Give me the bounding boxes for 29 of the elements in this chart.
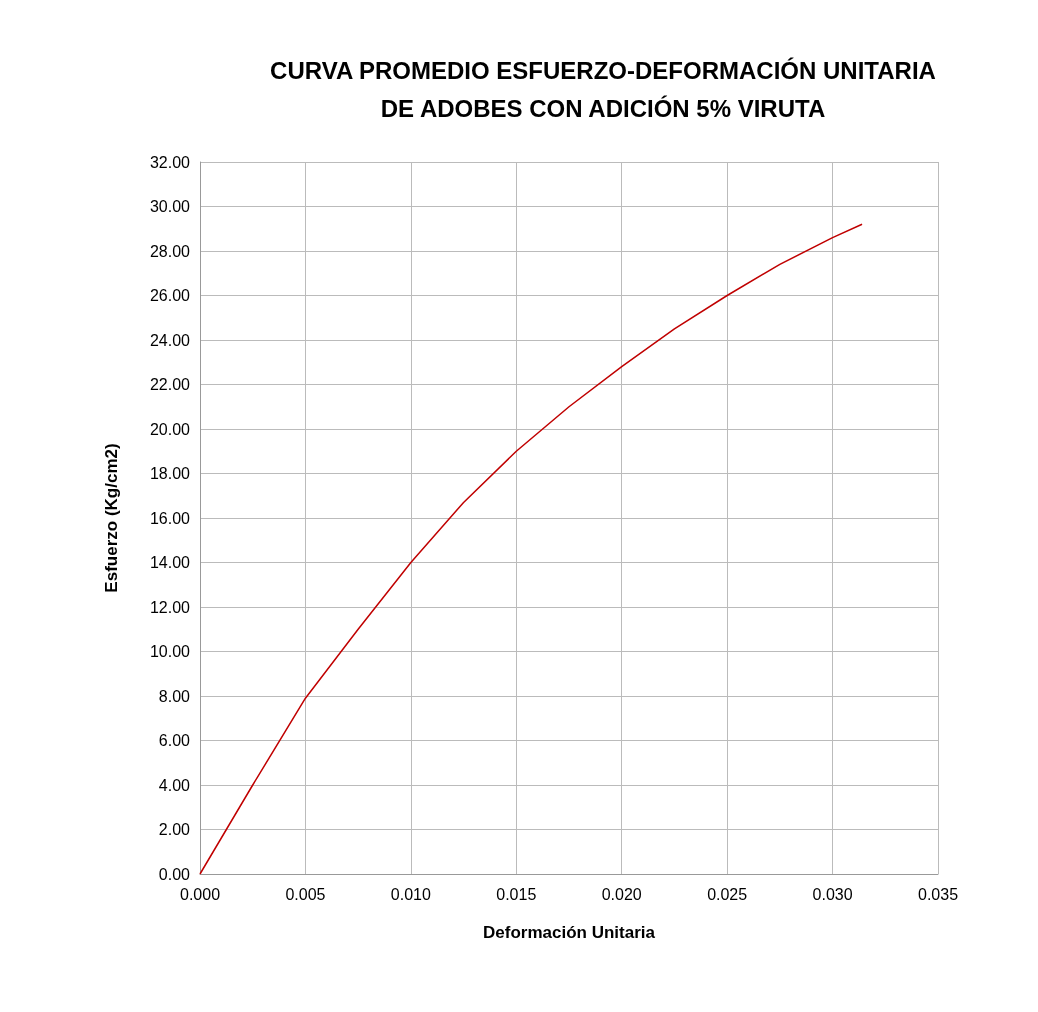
y-tick-label: 32.00 — [149, 153, 191, 171]
y-tick-label: 24.00 — [149, 331, 191, 349]
y-tick-label: 4.00 — [158, 776, 191, 794]
x-axis-title: Deformación Unitaria — [483, 923, 656, 942]
y-tick-label: 22.00 — [149, 376, 191, 393]
x-tick-label: 0.025 — [707, 885, 748, 903]
y-tick-label: 12.00 — [149, 598, 191, 616]
y-tick-label: 0.00 — [158, 865, 191, 883]
y-tick-label: 14.00 — [149, 554, 191, 571]
x-tick-label: 0.010 — [390, 885, 431, 903]
y-tick-label: 8.00 — [158, 687, 191, 705]
y-tick-label: 20.00 — [149, 420, 191, 438]
x-tick-label: 0.000 — [179, 885, 221, 903]
x-tick-label: 0.005 — [285, 885, 326, 903]
y-tick-label: 26.00 — [149, 287, 191, 304]
x-tick-label: 0.035 — [917, 885, 959, 903]
y-axis-title: Esfuerzo (Kg/cm2) — [102, 443, 121, 593]
x-tick-label: 0.030 — [812, 885, 853, 903]
y-tick-label: 18.00 — [149, 465, 191, 482]
y-tick-label: 30.00 — [149, 198, 191, 215]
y-tick-label: 16.00 — [149, 509, 191, 527]
line-series — [199, 223, 863, 875]
y-tick-label: 28.00 — [149, 242, 191, 260]
y-tick-label: 2.00 — [158, 821, 191, 838]
x-tick-label: 0.020 — [601, 885, 642, 903]
y-tick-label: 10.00 — [149, 643, 191, 660]
y-tick-label: 6.00 — [158, 732, 191, 749]
x-tick-label: 0.015 — [496, 885, 537, 903]
chart-title: CURVA PROMEDIO ESFUERZO-DEFORMACIÓN UNITARIA DE ADOBES CON ADICIÓN 5% VIRUTA — [270, 56, 936, 122]
